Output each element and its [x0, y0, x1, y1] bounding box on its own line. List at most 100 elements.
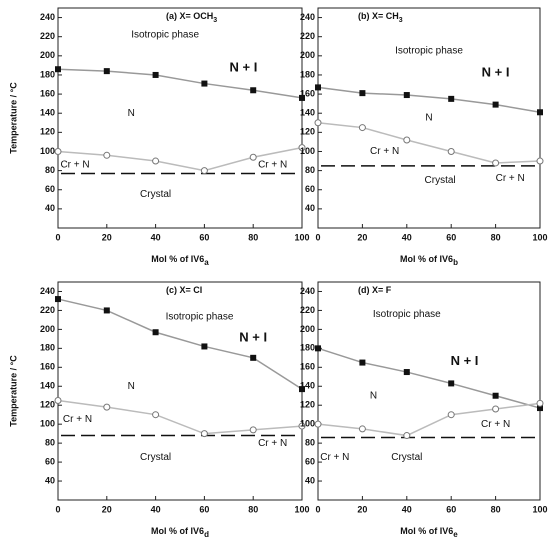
point [103, 307, 110, 314]
annotation: Crystal [425, 175, 456, 186]
y-tick-label: 80 [45, 438, 55, 448]
x-tick-label: 40 [402, 232, 412, 242]
y-tick-label: 180 [40, 69, 55, 79]
series-line [317, 86, 541, 114]
point [250, 354, 257, 361]
panel-title-text: (b) X= CH [358, 11, 399, 21]
y-tick-label: 220 [40, 305, 55, 315]
annotation: Cr + N [60, 160, 89, 171]
point [403, 136, 411, 144]
y-tick-label: 80 [45, 165, 55, 175]
x-axis-label-sub: a [204, 258, 209, 267]
y-tick-label: 40 [305, 475, 315, 485]
x-axis-label-text: Mol % of IV6 [400, 526, 453, 536]
point [536, 157, 544, 165]
x-tick-label: 60 [446, 504, 456, 514]
x-tick-label: 100 [294, 504, 309, 514]
y-tick-label: 180 [40, 343, 55, 353]
y-tick-label: 140 [300, 381, 315, 391]
x-tick-label: 0 [55, 504, 60, 514]
point [492, 405, 500, 413]
panel-title: (b) X= CH3 [358, 11, 403, 23]
y-tick-label: 220 [300, 31, 315, 41]
point [299, 94, 305, 101]
panel-title-text: (d) X= F [358, 285, 392, 295]
x-tick-label: 0 [315, 232, 320, 242]
y-tick-label: 120 [300, 400, 315, 410]
y-axis-label: Temperature / °C [8, 82, 18, 154]
annotation: Cr + N [320, 452, 349, 463]
y-tick-label: 100 [300, 419, 315, 429]
x-tick-label: 0 [315, 504, 320, 514]
annotation: N [370, 390, 377, 401]
y-tick-label: 140 [40, 108, 55, 118]
annotation: N [425, 113, 432, 124]
x-tick-label: 0 [55, 232, 60, 242]
y-tick-label: 200 [40, 50, 55, 60]
panel-title-sub: 3 [399, 17, 403, 24]
x-tick-label: 60 [446, 232, 456, 242]
point [447, 147, 455, 155]
point [403, 369, 410, 376]
panel-title-sub: 3 [213, 17, 217, 24]
annotation: Crystal [140, 452, 171, 463]
point [492, 101, 499, 108]
y-tick-label: 220 [40, 31, 55, 41]
point [492, 159, 500, 167]
point [152, 71, 159, 78]
y-tick-label: 120 [40, 400, 55, 410]
point [314, 119, 322, 127]
y-tick-label: 180 [300, 69, 315, 79]
y-tick-label: 40 [305, 203, 315, 213]
point [448, 380, 455, 387]
y-tick-label: 160 [300, 362, 315, 372]
point [201, 80, 208, 87]
x-tick-label: 40 [151, 232, 161, 242]
point [537, 109, 543, 116]
point [201, 343, 208, 350]
point [358, 124, 366, 132]
y-tick-label: 220 [300, 305, 315, 315]
x-axis-label-text: Mol % of IV6 [400, 254, 453, 264]
y-tick-label: 120 [300, 127, 315, 137]
y-tick-label: 180 [300, 343, 315, 353]
plot-frame [317, 7, 541, 229]
y-tick-label: 80 [305, 438, 315, 448]
y-tick-label: 80 [305, 165, 315, 175]
panel-title: (d) X= F [358, 285, 392, 295]
x-axis-label-sub: d [204, 530, 209, 539]
x-tick-label: 100 [294, 232, 309, 242]
point [298, 144, 306, 152]
series-line [57, 399, 303, 435]
point [315, 84, 321, 91]
y-tick-label: 140 [40, 381, 55, 391]
point [200, 430, 208, 438]
point [447, 411, 455, 419]
y-tick-label: 200 [300, 324, 315, 334]
point [359, 359, 366, 366]
point [103, 403, 111, 411]
y-tick-label: 100 [300, 146, 315, 156]
point [250, 87, 257, 94]
y-tick-label: 120 [40, 127, 55, 137]
point [403, 432, 411, 440]
point [55, 66, 61, 73]
y-tick-label: 60 [45, 184, 55, 194]
point [152, 157, 160, 165]
x-axis-label: Mol % of IV6a [151, 254, 209, 267]
annotation: Cr + N [496, 173, 525, 184]
annotation: N + I [451, 353, 479, 368]
point [359, 90, 366, 97]
point [314, 420, 322, 428]
series-line [317, 122, 541, 164]
annotation: Cr + N [63, 414, 92, 425]
x-axis-label-sub: b [453, 258, 458, 267]
annotation: Isotropic phase [166, 312, 234, 323]
y-tick-label: 240 [300, 12, 315, 22]
annotation: Isotropic phase [395, 46, 463, 57]
point [55, 296, 61, 303]
y-tick-label: 160 [300, 88, 315, 98]
y-tick-label: 160 [40, 88, 55, 98]
y-tick-label: 100 [40, 146, 55, 156]
x-tick-label: 60 [199, 232, 209, 242]
